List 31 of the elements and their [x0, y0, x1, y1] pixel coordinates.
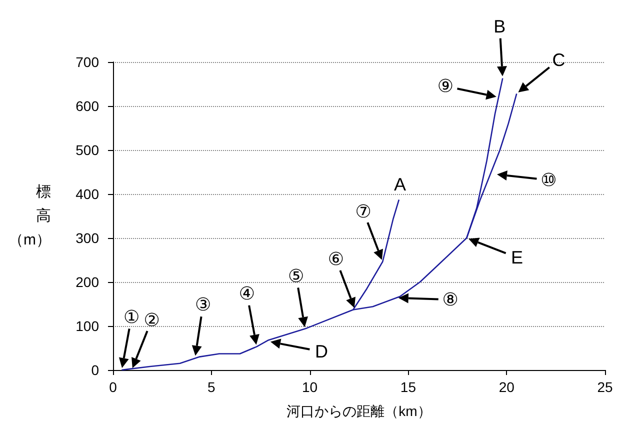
- y-tick-label: 200: [76, 274, 100, 290]
- annotation: ⑤: [288, 266, 304, 286]
- x-tick-label: 15: [400, 379, 416, 395]
- annotation: ⑧: [442, 290, 458, 310]
- annotation: ⑩: [540, 170, 557, 190]
- annotation: ③: [194, 294, 212, 315]
- x-tick-label: 25: [597, 379, 613, 395]
- annotation: ①: [123, 306, 140, 327]
- annotation: C: [552, 50, 566, 70]
- annotation: ⑨: [437, 76, 454, 96]
- x-axis-title: 河口からの距離（km）: [286, 403, 432, 419]
- x-tick-label: 10: [302, 379, 318, 395]
- annotation: D: [314, 342, 328, 362]
- annotation: E: [510, 248, 523, 268]
- x-tick-label: 5: [208, 379, 216, 395]
- y-tick-label: 100: [76, 318, 100, 334]
- annotation: ⑦: [355, 201, 372, 222]
- y-tick-label: 500: [76, 142, 100, 158]
- y-axis-title: 標高（m）: [8, 184, 51, 248]
- y-tick-label: 300: [76, 230, 100, 246]
- y-tick-label: 0: [91, 362, 100, 378]
- x-tick-label: 20: [498, 379, 515, 395]
- x-tick-label: 0: [109, 379, 118, 395]
- annotation: ⑥: [328, 249, 344, 270]
- annotation: B: [494, 16, 506, 36]
- annotation: ②: [144, 310, 160, 330]
- y-tick-label: 600: [76, 98, 100, 114]
- y-tick-label: 400: [76, 186, 100, 202]
- annotation: A: [394, 174, 406, 195]
- annotation: ④: [238, 284, 255, 304]
- y-tick-label: 700: [76, 54, 100, 70]
